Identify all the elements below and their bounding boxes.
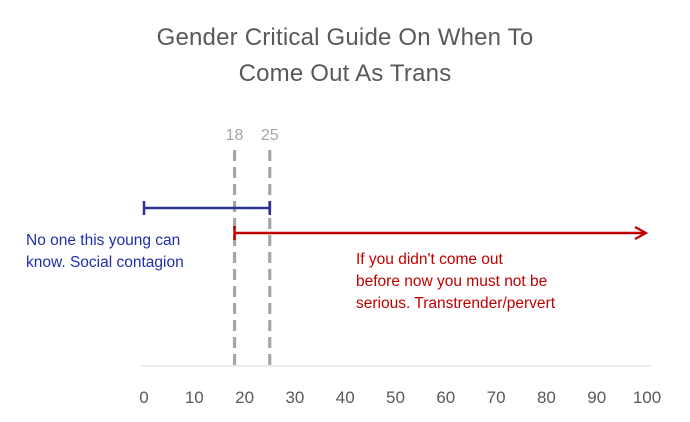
x-tick-label: 90 bbox=[587, 388, 606, 407]
marker-label-25: 25 bbox=[261, 127, 279, 144]
annotation-young: No one this young can know. Social conta… bbox=[26, 230, 184, 274]
x-tick-label: 80 bbox=[537, 388, 556, 407]
annotation-old-line-2: before now you must not be bbox=[356, 273, 548, 290]
annotation-young-line-2: know. Social contagion bbox=[26, 254, 184, 271]
x-tick-label: 10 bbox=[185, 388, 204, 407]
x-tick-label: 40 bbox=[336, 388, 355, 407]
x-tick-label: 20 bbox=[235, 388, 254, 407]
chart-title-line-2: Come Out As Trans bbox=[238, 60, 452, 87]
x-tick-label: 60 bbox=[436, 388, 455, 407]
x-tick-label: 70 bbox=[487, 388, 506, 407]
marker-label-18: 18 bbox=[226, 127, 244, 144]
annotation-old: If you didn't come out before now you mu… bbox=[356, 249, 555, 315]
chart-title-line-1: Gender Critical Guide On When To bbox=[156, 24, 534, 51]
x-tick-label: 100 bbox=[633, 388, 661, 407]
annotation-old-line-3: serious. Transtrender/pervert bbox=[356, 295, 556, 312]
x-tick-label: 30 bbox=[285, 388, 304, 407]
x-tick-label: 50 bbox=[386, 388, 405, 407]
x-tick-label: 0 bbox=[139, 388, 148, 407]
annotation-old-line-1: If you didn't come out bbox=[356, 251, 503, 268]
annotation-young-line-1: No one this young can bbox=[26, 232, 181, 249]
